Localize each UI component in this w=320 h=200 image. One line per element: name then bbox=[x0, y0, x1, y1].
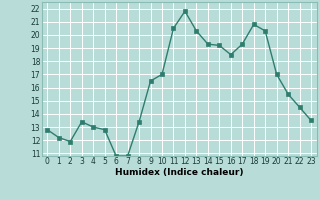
X-axis label: Humidex (Indice chaleur): Humidex (Indice chaleur) bbox=[115, 168, 244, 177]
